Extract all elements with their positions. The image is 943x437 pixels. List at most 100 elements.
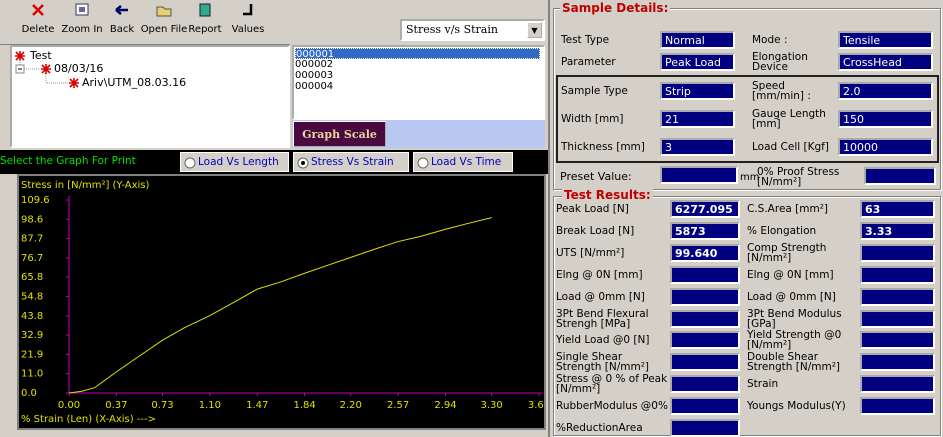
sample-item[interactable]: 000001 xyxy=(295,48,540,60)
button-label: Delete xyxy=(21,24,55,35)
result-label: Elng @ 0N [mm] xyxy=(747,268,834,281)
result-value[interactable]: 5873 xyxy=(670,221,740,240)
result-value[interactable] xyxy=(670,353,740,372)
toolbar-button[interactable]: Open File xyxy=(140,2,188,42)
sample-item[interactable]: 000002 xyxy=(295,59,334,70)
result-value[interactable] xyxy=(860,375,935,394)
result-value[interactable] xyxy=(860,243,935,262)
graph-scale-button[interactable]: Graph Scale xyxy=(293,121,386,147)
sample-details-title: Sample Details: xyxy=(560,1,671,15)
x-tick-label: 3.30 xyxy=(480,400,502,411)
field-value[interactable]: Strip xyxy=(660,82,735,100)
result-value[interactable] xyxy=(860,265,935,284)
button-icon xyxy=(32,4,44,16)
field-value[interactable]: 10000 xyxy=(838,138,933,156)
result-value[interactable] xyxy=(670,419,740,437)
button-icon xyxy=(243,4,253,16)
result-label: Single Shear Strength [N/mm²] xyxy=(556,351,650,374)
result-value[interactable] xyxy=(860,397,935,416)
y-tick-label: 43.8 xyxy=(21,311,43,322)
y-tick-label: 0.0 xyxy=(21,388,37,399)
field-value[interactable]: 2.0 xyxy=(838,82,933,100)
field-value[interactable]: 150 xyxy=(838,110,933,128)
toolbar-button[interactable]: Back xyxy=(98,2,146,42)
field-value[interactable]: Tensile xyxy=(838,31,933,49)
graph: Stress in [N/mm²] (Y-Axis) % Strain (Len)… xyxy=(21,180,550,425)
sample-item[interactable]: 000003 xyxy=(295,70,334,81)
result-value[interactable] xyxy=(860,287,935,306)
field-label: Sample Type xyxy=(561,85,628,97)
result-label: Double Shear Strength [N/mm²] xyxy=(747,351,841,374)
preset-box[interactable] xyxy=(660,166,738,184)
radio-label: Stress Vs Strain xyxy=(311,156,394,168)
graph-dropdown[interactable]: Stress v/s Strain ▼ xyxy=(400,19,545,41)
field-value[interactable]: 3 xyxy=(660,138,735,156)
field-label: Test Type xyxy=(561,34,610,46)
field-label: Width [mm] xyxy=(561,113,624,125)
toolbar-button[interactable]: Report xyxy=(181,2,229,42)
x-axis-label: % Strain (Len) (X-Axis) ---> xyxy=(21,414,156,425)
button-label: Zoom In xyxy=(61,24,103,35)
field-value[interactable]: CrossHead xyxy=(838,53,933,71)
radio-option[interactable]: Stress Vs Strain xyxy=(293,152,409,172)
sample-details-frame xyxy=(553,8,941,190)
result-value[interactable]: 99.640 xyxy=(670,243,740,262)
result-value[interactable] xyxy=(670,309,740,328)
result-text: 6277.095 xyxy=(675,203,733,216)
radio-option[interactable]: Load Vs Length xyxy=(180,152,289,172)
result-label: Peak Load [N] xyxy=(556,203,629,215)
radio-option[interactable]: Load Vs Time xyxy=(413,152,513,172)
result-value[interactable] xyxy=(670,331,740,350)
proof-box[interactable] xyxy=(864,167,936,185)
y-tick-label: 65.8 xyxy=(21,272,43,283)
result-text: 3.33 xyxy=(865,224,893,238)
result-value[interactable] xyxy=(670,265,740,284)
field-label: Speed [mm/min] : xyxy=(752,80,811,102)
result-label: Comp Strength [N/mm²] xyxy=(747,241,827,264)
result-value[interactable]: 63 xyxy=(860,200,935,218)
toolbar-button[interactable]: Delete xyxy=(14,2,62,42)
radio-dot xyxy=(184,157,196,169)
result-value[interactable] xyxy=(670,287,740,306)
button-label: Report xyxy=(188,24,222,35)
result-label: Load @ 0mm [N] xyxy=(556,290,645,303)
radio-label: Load Vs Time xyxy=(431,156,502,168)
toolbar xyxy=(0,0,290,45)
y-tick-label: 21.9 xyxy=(21,349,43,360)
result-value[interactable]: 6277.095 xyxy=(670,200,740,218)
field-value[interactable]: Normal xyxy=(660,31,735,49)
result-value[interactable] xyxy=(670,397,740,416)
result-label: Elng @ 0N [mm] xyxy=(556,268,643,281)
field-label: Mode : xyxy=(752,34,788,46)
field-value[interactable]: Peak Load xyxy=(660,53,735,71)
result-value[interactable]: 3.33 xyxy=(860,221,935,240)
radio-dot xyxy=(417,157,429,169)
y-tick-label: 54.8 xyxy=(21,292,43,303)
tree-lines xyxy=(15,51,79,88)
proof-label: 0% Proof Stress [N/mm²] xyxy=(757,166,840,188)
result-value[interactable] xyxy=(860,309,935,328)
tree-root[interactable]: Test xyxy=(30,49,52,62)
button-label: Values xyxy=(231,24,265,35)
field-value[interactable]: 21 xyxy=(660,110,735,128)
result-value[interactable] xyxy=(860,331,935,350)
field-label: Load Cell [Kgf] xyxy=(752,141,829,153)
field-label: Parameter xyxy=(561,56,616,68)
sample-item[interactable]: 000004 xyxy=(295,81,334,92)
sample-list: 000001 000002 000003 000004 xyxy=(292,45,545,120)
result-value[interactable] xyxy=(860,353,935,372)
tree-file[interactable]: Ariv\UTM_08.03.16 xyxy=(82,76,187,89)
result-label: Load @ 0mm [N] xyxy=(747,290,836,303)
preset-label: Preset Value: xyxy=(560,170,632,183)
toolbar-button[interactable]: Values xyxy=(224,2,272,42)
dropdown-arrow[interactable]: ▼ xyxy=(527,22,542,38)
tree-date[interactable]: 08/03/16 xyxy=(54,62,104,75)
result-text: 99.640 xyxy=(675,246,718,260)
toolbar-button[interactable]: Zoom In xyxy=(58,2,106,42)
result-label: %ReductionArea xyxy=(556,422,643,434)
result-value[interactable] xyxy=(670,375,740,394)
x-tick-label: 2.20 xyxy=(340,400,362,411)
x-tick-label: 0.37 xyxy=(105,400,127,411)
result-label: 3Pt Bend Flexural Strengh [MPa] xyxy=(556,307,649,330)
